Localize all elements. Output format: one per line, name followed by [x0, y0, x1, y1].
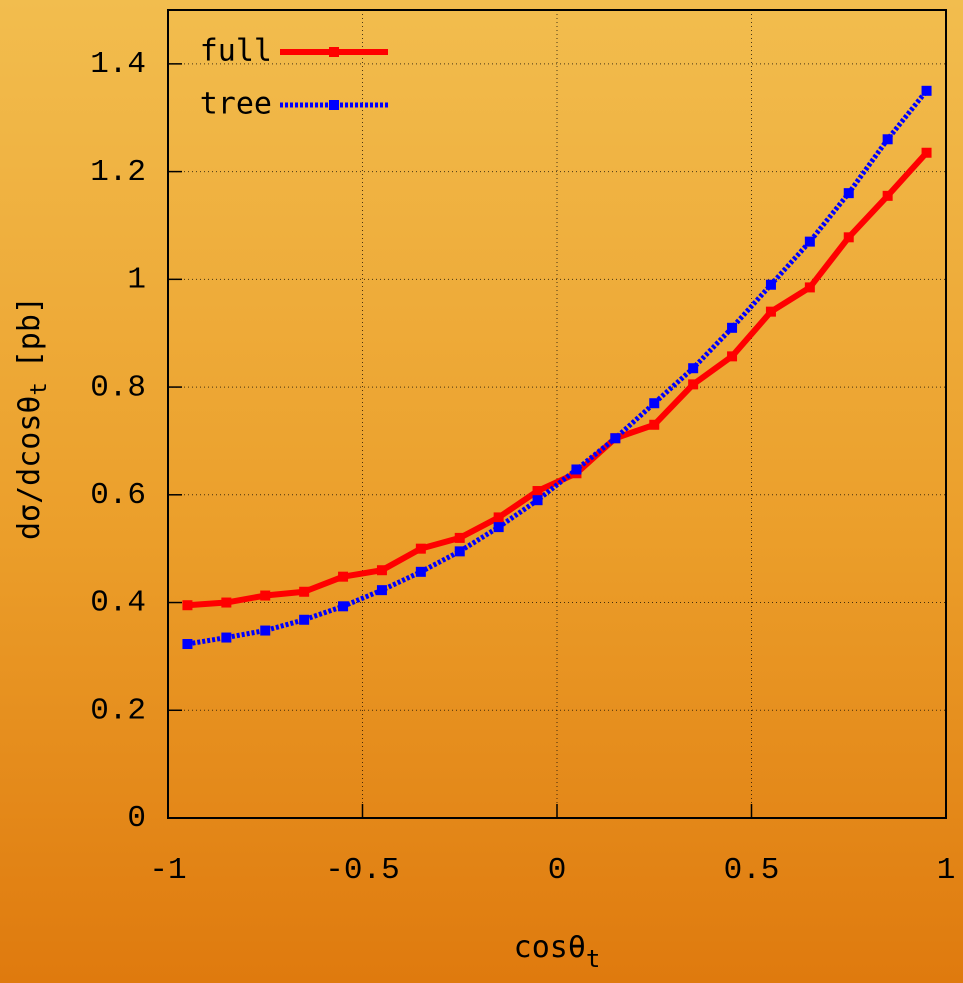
data-point [882, 190, 893, 201]
data-point [882, 134, 893, 145]
data-point [688, 363, 699, 374]
legend-marker [329, 47, 339, 57]
data-point [688, 379, 699, 390]
x-tick-label: 1 [937, 853, 956, 888]
x-tick-label: -1 [149, 853, 186, 888]
plot: 0 0.2 0.4 0.6 0.8 1 1.2 1.4 -1 -0.5 0 0.5 1 full tree [90, 9, 956, 888]
x-tick-label: 0 [548, 853, 567, 888]
data-point [493, 512, 504, 523]
data-point [804, 282, 815, 293]
x-axis-title: cosθt [514, 930, 601, 974]
data-point [493, 522, 504, 533]
y-tick-label: 1 [127, 263, 146, 298]
data-point [727, 322, 738, 333]
data-point [338, 601, 349, 612]
data-point [454, 546, 465, 557]
data-point [338, 571, 349, 582]
data-point [299, 586, 310, 597]
plot-frame [167, 9, 947, 819]
data-point [921, 85, 932, 96]
data-point [649, 398, 660, 409]
data-point [804, 236, 815, 247]
data-point [376, 565, 387, 576]
y-tick-label: 0.2 [90, 693, 146, 728]
data-point [765, 306, 776, 317]
y-tick-label: 0.6 [90, 478, 146, 513]
legend-label: full [200, 34, 272, 69]
data-point [610, 433, 621, 444]
data-point [260, 625, 271, 636]
data-point [532, 486, 543, 497]
data-point [649, 419, 660, 430]
data-point [843, 188, 854, 199]
data-point [376, 585, 387, 596]
y-tick-label: 0 [127, 801, 146, 836]
y-tick-label: 1.4 [90, 47, 146, 82]
data-point [299, 614, 310, 625]
y-tick-label: 1.2 [90, 155, 146, 190]
data-point [532, 495, 543, 506]
data-point [415, 566, 426, 577]
legend-label: tree [200, 87, 272, 122]
x-tick-label: -0.5 [325, 853, 399, 888]
data-point [727, 351, 738, 362]
data-point [221, 597, 232, 608]
data-point [921, 147, 932, 158]
data-point [182, 639, 193, 650]
y-tick-label: 0.8 [90, 370, 146, 405]
data-point [765, 279, 776, 290]
data-point [843, 232, 854, 243]
y-tick-label: 0.4 [90, 586, 146, 621]
data-point [571, 464, 582, 475]
data-point [182, 600, 193, 611]
x-tick-label: 0.5 [724, 853, 780, 888]
data-point [221, 632, 232, 643]
data-point [260, 590, 271, 601]
data-point [415, 543, 426, 554]
series-line [187, 89, 929, 647]
data-point [454, 532, 465, 543]
series-line [187, 150, 929, 609]
legend-marker [329, 100, 339, 110]
y-axis-title: dσ/dcosθt[pb] [12, 296, 53, 540]
